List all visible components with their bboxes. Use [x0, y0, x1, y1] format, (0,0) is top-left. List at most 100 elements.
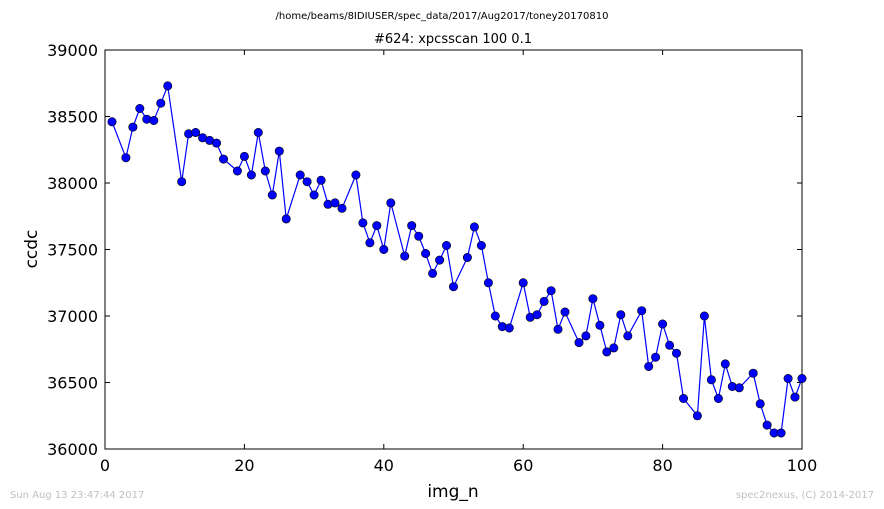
plot-area [104, 49, 803, 450]
footer-timestamp: Sun Aug 13 23:47:44 2017 [10, 490, 144, 501]
x-tick-label: 20 [234, 456, 254, 475]
data-point [107, 117, 117, 127]
data-point [602, 347, 612, 357]
data-point [149, 116, 159, 126]
y-tick-label: 37500 [47, 241, 98, 260]
data-point [232, 166, 242, 176]
y-tick-label: 37000 [47, 307, 98, 326]
data-point [337, 203, 347, 213]
data-point [302, 177, 312, 187]
data-point [546, 286, 556, 296]
data-point [191, 128, 201, 138]
data-point [212, 138, 222, 148]
y-tick-label: 38500 [47, 108, 98, 127]
data-point [379, 245, 389, 255]
data-point [330, 198, 340, 208]
data-point [414, 231, 424, 241]
data-point [372, 221, 382, 231]
data-point [400, 251, 410, 261]
data-point [644, 361, 654, 371]
data-point [713, 393, 723, 403]
y-tick-label: 38000 [47, 174, 98, 193]
data-point [490, 311, 500, 321]
data-point [581, 331, 591, 341]
data-point [448, 282, 458, 292]
data-point [177, 177, 187, 187]
data-point [595, 320, 605, 330]
data-point [267, 190, 277, 200]
x-tick-label: 40 [374, 456, 394, 475]
data-point [274, 146, 284, 156]
data-point [706, 375, 716, 385]
data-point [539, 296, 549, 306]
data-point [574, 338, 584, 348]
data-point [435, 255, 445, 265]
data-point [797, 373, 807, 383]
x-tick-label: 100 [787, 456, 818, 475]
y-axis-label: ccdc [22, 230, 42, 269]
y-tick-label: 36000 [47, 440, 98, 459]
data-point [239, 151, 249, 161]
data-point [365, 238, 375, 248]
data-point [428, 268, 438, 278]
data-point [616, 310, 626, 320]
data-point [469, 222, 479, 232]
data-point [246, 170, 256, 180]
x-axis-label: img_n [427, 482, 478, 502]
data-point [671, 348, 681, 358]
axis-ticks [104, 49, 803, 450]
data-point [316, 175, 326, 185]
data-point [560, 307, 570, 317]
series-line [111, 83, 803, 434]
y-tick-labels: 36000 36500 37000 37500 38000 38500 39000 [47, 41, 98, 459]
footer-credit: spec2nexus, (C) 2014-2017 [736, 490, 874, 501]
data-point [678, 393, 688, 403]
y-tick-label: 39000 [47, 41, 98, 60]
data-point [783, 373, 793, 383]
data-point [441, 241, 451, 251]
data-point [623, 331, 633, 341]
data-point [156, 98, 166, 108]
data-point [421, 249, 431, 259]
data-point [260, 166, 270, 176]
scan-title: #624: xpcsscan 100 0.1 [374, 32, 532, 47]
data-point [588, 294, 598, 304]
data-point [637, 306, 647, 316]
data-point [476, 241, 486, 251]
data-point [665, 340, 675, 350]
x-tick-labels: 0 20 40 60 80 100 [100, 456, 817, 475]
x-tick-label: 0 [100, 456, 110, 475]
x-tick-label: 60 [513, 456, 533, 475]
data-point [699, 311, 709, 321]
data-point [295, 170, 305, 180]
data-point [790, 392, 800, 402]
data-point [483, 278, 493, 288]
data-point [651, 352, 661, 362]
data-point [553, 324, 563, 334]
data-point [755, 399, 765, 409]
data-point [776, 428, 786, 438]
data-point [358, 218, 368, 228]
data-point [734, 383, 744, 393]
data-point [351, 170, 361, 180]
data-markers [107, 81, 807, 438]
data-point [309, 190, 319, 200]
data-point [532, 310, 542, 320]
data-point [762, 420, 772, 430]
file-path-title: /home/beams/8IDIUSER/spec_data/2017/Aug2… [276, 11, 609, 22]
data-point [407, 221, 417, 231]
data-point [128, 122, 138, 132]
data-point [163, 81, 173, 91]
data-point [504, 323, 514, 333]
data-point [219, 154, 229, 164]
data-point [281, 214, 291, 224]
data-point [692, 411, 702, 421]
data-point [658, 319, 668, 329]
y-tick-label: 36500 [47, 374, 98, 393]
data-point [609, 343, 619, 353]
data-point [720, 359, 730, 369]
data-point [462, 253, 472, 263]
data-point [518, 278, 528, 288]
data-point [121, 153, 131, 163]
